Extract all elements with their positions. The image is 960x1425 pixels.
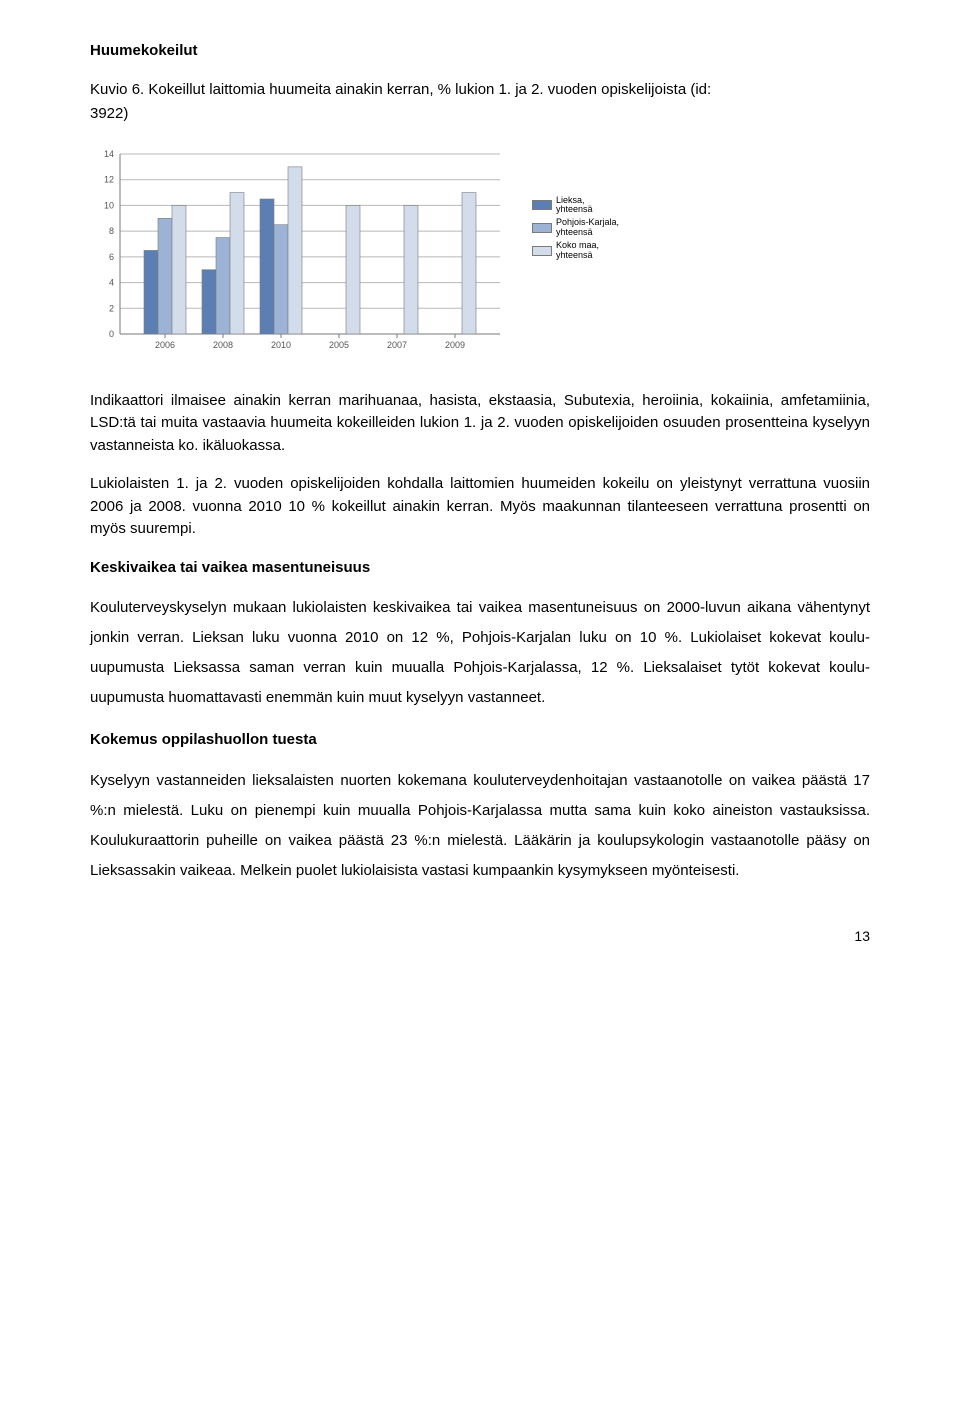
svg-text:8: 8	[109, 226, 114, 236]
chart-svg: 0 2 4 6 8 10 12 14 2006 2008 2010 2005 2007 2009	[90, 146, 520, 366]
paragraph-findings: Lukiolaisten 1. ja 2. vuoden opiskelijoi…	[90, 473, 870, 541]
svg-text:12: 12	[104, 174, 114, 184]
svg-text:2005: 2005	[329, 340, 349, 350]
chart-legend: Lieksa, yhteensäPohjois-Karjala, yhteens…	[532, 196, 619, 264]
svg-text:2009: 2009	[445, 340, 465, 350]
svg-text:0: 0	[109, 329, 114, 339]
section-heading: Huumekokeilut	[90, 40, 870, 63]
paragraph-indicator: Indikaattori ilmaisee ainakin kerran mar…	[90, 390, 870, 458]
svg-text:2007: 2007	[387, 340, 407, 350]
section-heading-support: Kokemus oppilashuollon tuesta	[90, 729, 870, 752]
legend-label: Koko maa, yhteensä	[556, 241, 599, 261]
svg-text:2008: 2008	[213, 340, 233, 350]
svg-text:2010: 2010	[271, 340, 291, 350]
svg-text:6: 6	[109, 251, 114, 261]
svg-text:4: 4	[109, 277, 114, 287]
legend-swatch	[532, 246, 552, 256]
legend-item: Pohjois-Karjala, yhteensä	[532, 218, 619, 238]
paragraph-support: Kyselyyn vastanneiden lieksalaisten nuor…	[90, 766, 870, 886]
svg-text:2: 2	[109, 303, 114, 313]
legend-item: Koko maa, yhteensä	[532, 241, 619, 261]
legend-swatch	[532, 200, 552, 210]
paragraph-depression: Kouluterveyskyselyn mukaan lukiolaisten …	[90, 593, 870, 713]
section-heading-depression: Keskivaikea tai vaikea masentuneisuus	[90, 557, 870, 580]
svg-text:14: 14	[104, 149, 114, 159]
legend-swatch	[532, 223, 552, 233]
legend-label: Pohjois-Karjala, yhteensä	[556, 218, 619, 238]
page-number: 13	[90, 926, 870, 947]
legend-label: Lieksa, yhteensä	[556, 196, 593, 216]
figure-caption-line1: Kuvio 6. Kokeillut laittomia huumeita ai…	[90, 79, 870, 102]
legend-item: Lieksa, yhteensä	[532, 196, 619, 216]
chart-container: 0 2 4 6 8 10 12 14 2006 2008 2010 2005 2007 2009 Liek…	[90, 146, 870, 366]
svg-text:2006: 2006	[155, 340, 175, 350]
figure-caption-line2: 3922)	[90, 103, 870, 126]
bar-chart: 0 2 4 6 8 10 12 14 2006 2008 2010 2005 2007 2009	[90, 146, 520, 366]
svg-text:10: 10	[104, 200, 114, 210]
